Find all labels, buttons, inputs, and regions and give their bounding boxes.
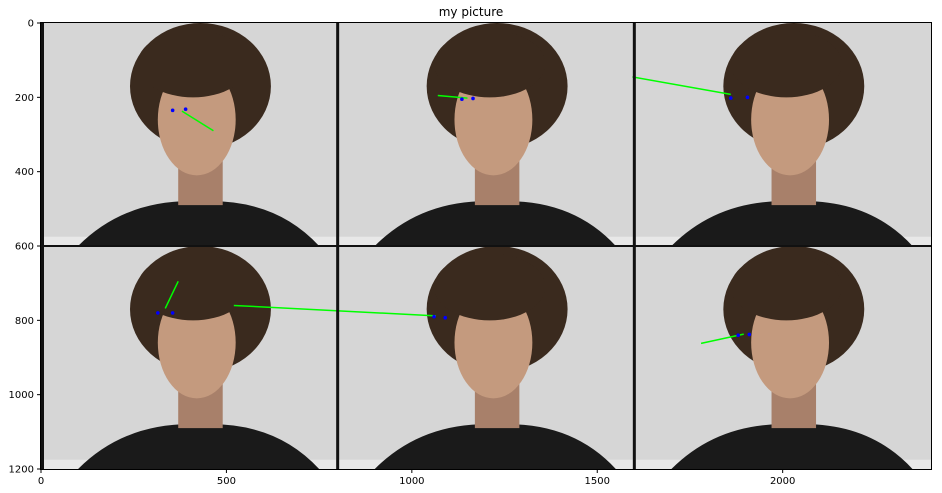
photo-tile xyxy=(41,23,338,246)
pupil-marker xyxy=(432,314,436,319)
pupil-marker xyxy=(747,332,752,337)
shirt xyxy=(671,201,913,246)
tile-separator xyxy=(41,245,931,247)
hair-fringe xyxy=(137,30,249,98)
photo-tile xyxy=(632,23,931,246)
x-axis: 0 500 1000 1500 2000 xyxy=(38,469,795,487)
shirt xyxy=(78,201,320,246)
pupil-marker xyxy=(728,96,733,100)
shirt xyxy=(671,424,913,469)
photo-tile xyxy=(634,245,931,469)
pupil-marker xyxy=(736,333,740,338)
x-tick-label: 2000 xyxy=(770,476,795,487)
gaze-line xyxy=(233,304,436,317)
pupil-marker xyxy=(170,108,175,113)
gaze-line xyxy=(181,110,214,132)
y-axis: 0 200 400 600 800 1000 1200 xyxy=(9,19,41,476)
y-tick-label: 1000 xyxy=(9,390,34,401)
gaze-line xyxy=(164,280,179,309)
hair-fringe xyxy=(434,253,546,321)
x-tick-label: 500 xyxy=(217,476,236,487)
shirt xyxy=(374,201,616,246)
y-tick-label: 400 xyxy=(15,167,34,178)
y-tick-label: 0 xyxy=(28,19,34,30)
photo-grid-image xyxy=(41,23,931,469)
pupil-marker xyxy=(170,311,175,315)
gaze-line xyxy=(632,76,731,96)
x-tick-label: 1000 xyxy=(399,476,424,487)
pupil-marker xyxy=(156,311,160,315)
hair-fringe xyxy=(730,253,842,321)
hair-fringe xyxy=(137,253,249,321)
x-tick-label: 0 xyxy=(38,476,44,487)
shirt xyxy=(78,424,320,469)
y-tick-label: 1200 xyxy=(9,465,34,476)
pupil-marker xyxy=(460,97,464,101)
shirt xyxy=(374,424,616,469)
y-tick-label: 800 xyxy=(15,316,34,327)
pupil-marker xyxy=(443,315,448,320)
figure-title: my picture xyxy=(438,5,504,19)
x-tick-label: 1500 xyxy=(585,476,610,487)
y-tick-label: 600 xyxy=(15,242,34,253)
y-tick-label: 200 xyxy=(15,93,34,104)
pupil-marker xyxy=(183,107,188,112)
tile-separator xyxy=(41,23,44,469)
photo-tile xyxy=(233,245,635,469)
photo-tile xyxy=(41,245,338,469)
hair-fringe xyxy=(730,30,842,98)
hair-fringe xyxy=(434,30,546,98)
pupil-marker xyxy=(471,96,475,101)
photo-tile xyxy=(337,23,635,246)
pupil-marker xyxy=(745,95,750,100)
